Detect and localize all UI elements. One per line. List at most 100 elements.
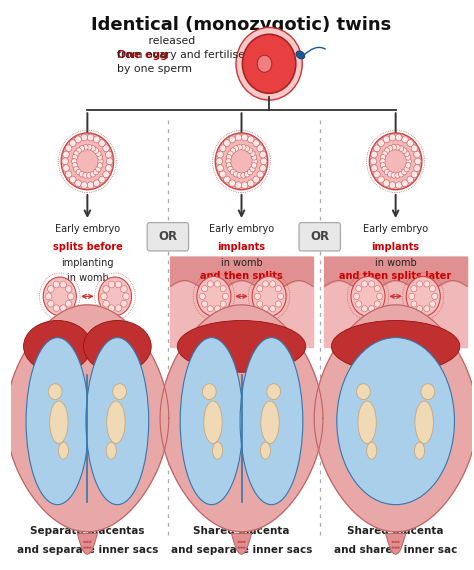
Ellipse shape xyxy=(115,305,122,312)
Ellipse shape xyxy=(251,154,257,160)
Ellipse shape xyxy=(275,301,282,307)
Polygon shape xyxy=(160,305,323,532)
Ellipse shape xyxy=(93,148,99,153)
Ellipse shape xyxy=(391,173,396,178)
Text: and shared inner sac: and shared inner sac xyxy=(334,545,457,555)
Ellipse shape xyxy=(257,286,263,292)
Ellipse shape xyxy=(75,136,82,143)
Text: Early embryo: Early embryo xyxy=(209,224,274,234)
Ellipse shape xyxy=(68,293,74,300)
Ellipse shape xyxy=(417,281,423,287)
Text: splits before: splits before xyxy=(53,242,122,252)
Ellipse shape xyxy=(60,305,66,312)
Ellipse shape xyxy=(99,277,132,316)
Ellipse shape xyxy=(89,541,91,543)
Ellipse shape xyxy=(380,158,385,164)
Ellipse shape xyxy=(97,154,103,160)
Ellipse shape xyxy=(103,286,109,292)
Text: One egg: One egg xyxy=(117,50,168,60)
Ellipse shape xyxy=(79,172,85,177)
Ellipse shape xyxy=(380,162,386,168)
Text: Shared placenta: Shared placenta xyxy=(347,526,444,536)
Ellipse shape xyxy=(177,320,306,372)
Ellipse shape xyxy=(24,320,91,372)
Ellipse shape xyxy=(222,293,228,299)
Ellipse shape xyxy=(47,286,54,292)
Ellipse shape xyxy=(237,173,242,178)
Ellipse shape xyxy=(411,286,417,292)
Ellipse shape xyxy=(47,300,54,307)
Ellipse shape xyxy=(224,176,230,183)
Ellipse shape xyxy=(387,146,393,151)
FancyBboxPatch shape xyxy=(147,223,189,251)
Ellipse shape xyxy=(197,276,231,316)
Polygon shape xyxy=(77,534,98,555)
Ellipse shape xyxy=(395,173,400,178)
Ellipse shape xyxy=(432,293,438,299)
Ellipse shape xyxy=(86,547,89,549)
Ellipse shape xyxy=(204,401,222,443)
Ellipse shape xyxy=(226,162,232,168)
Ellipse shape xyxy=(247,148,253,153)
Text: and then splits later: and then splits later xyxy=(339,271,452,282)
Ellipse shape xyxy=(212,442,223,459)
Ellipse shape xyxy=(217,151,223,158)
Ellipse shape xyxy=(354,293,359,299)
Ellipse shape xyxy=(369,133,422,190)
Ellipse shape xyxy=(43,277,76,316)
Ellipse shape xyxy=(370,158,377,165)
Ellipse shape xyxy=(275,286,282,292)
Text: OR: OR xyxy=(158,230,177,243)
Ellipse shape xyxy=(392,547,394,549)
Ellipse shape xyxy=(362,281,367,287)
Ellipse shape xyxy=(257,171,264,178)
Ellipse shape xyxy=(113,384,127,400)
Ellipse shape xyxy=(382,166,387,172)
Ellipse shape xyxy=(87,134,94,141)
Ellipse shape xyxy=(384,148,390,153)
Ellipse shape xyxy=(394,547,397,549)
Ellipse shape xyxy=(252,158,257,164)
Ellipse shape xyxy=(383,136,390,143)
Ellipse shape xyxy=(397,547,400,549)
Ellipse shape xyxy=(220,286,226,292)
Ellipse shape xyxy=(241,182,248,189)
Ellipse shape xyxy=(395,145,400,150)
Text: and separate inner sacs: and separate inner sacs xyxy=(17,545,158,555)
Ellipse shape xyxy=(374,286,380,292)
Ellipse shape xyxy=(374,171,380,178)
Ellipse shape xyxy=(235,134,242,141)
Ellipse shape xyxy=(201,301,208,307)
Ellipse shape xyxy=(257,145,264,152)
Ellipse shape xyxy=(207,306,213,312)
Ellipse shape xyxy=(407,176,413,183)
Ellipse shape xyxy=(250,151,255,157)
Text: implants: implants xyxy=(218,242,265,252)
Ellipse shape xyxy=(237,145,242,150)
Text: released
from ovary and fertilised
by one sperm: released from ovary and fertilised by on… xyxy=(117,36,252,74)
FancyBboxPatch shape xyxy=(299,223,340,251)
Ellipse shape xyxy=(96,166,101,172)
Ellipse shape xyxy=(398,146,404,151)
Ellipse shape xyxy=(240,541,243,543)
Ellipse shape xyxy=(351,276,385,316)
Ellipse shape xyxy=(401,180,408,187)
Ellipse shape xyxy=(103,171,109,178)
Text: implanting: implanting xyxy=(61,258,114,268)
Ellipse shape xyxy=(411,301,417,307)
Ellipse shape xyxy=(270,281,276,287)
Ellipse shape xyxy=(406,158,411,164)
Ellipse shape xyxy=(407,140,413,146)
Ellipse shape xyxy=(414,165,420,172)
Ellipse shape xyxy=(424,281,430,287)
Ellipse shape xyxy=(50,401,68,443)
Ellipse shape xyxy=(251,162,257,168)
Ellipse shape xyxy=(378,176,384,183)
Polygon shape xyxy=(6,305,169,532)
Text: in womb: in womb xyxy=(220,258,263,268)
Ellipse shape xyxy=(73,166,79,172)
Ellipse shape xyxy=(358,401,376,443)
Ellipse shape xyxy=(411,145,418,152)
Polygon shape xyxy=(385,534,406,555)
Ellipse shape xyxy=(73,151,79,157)
